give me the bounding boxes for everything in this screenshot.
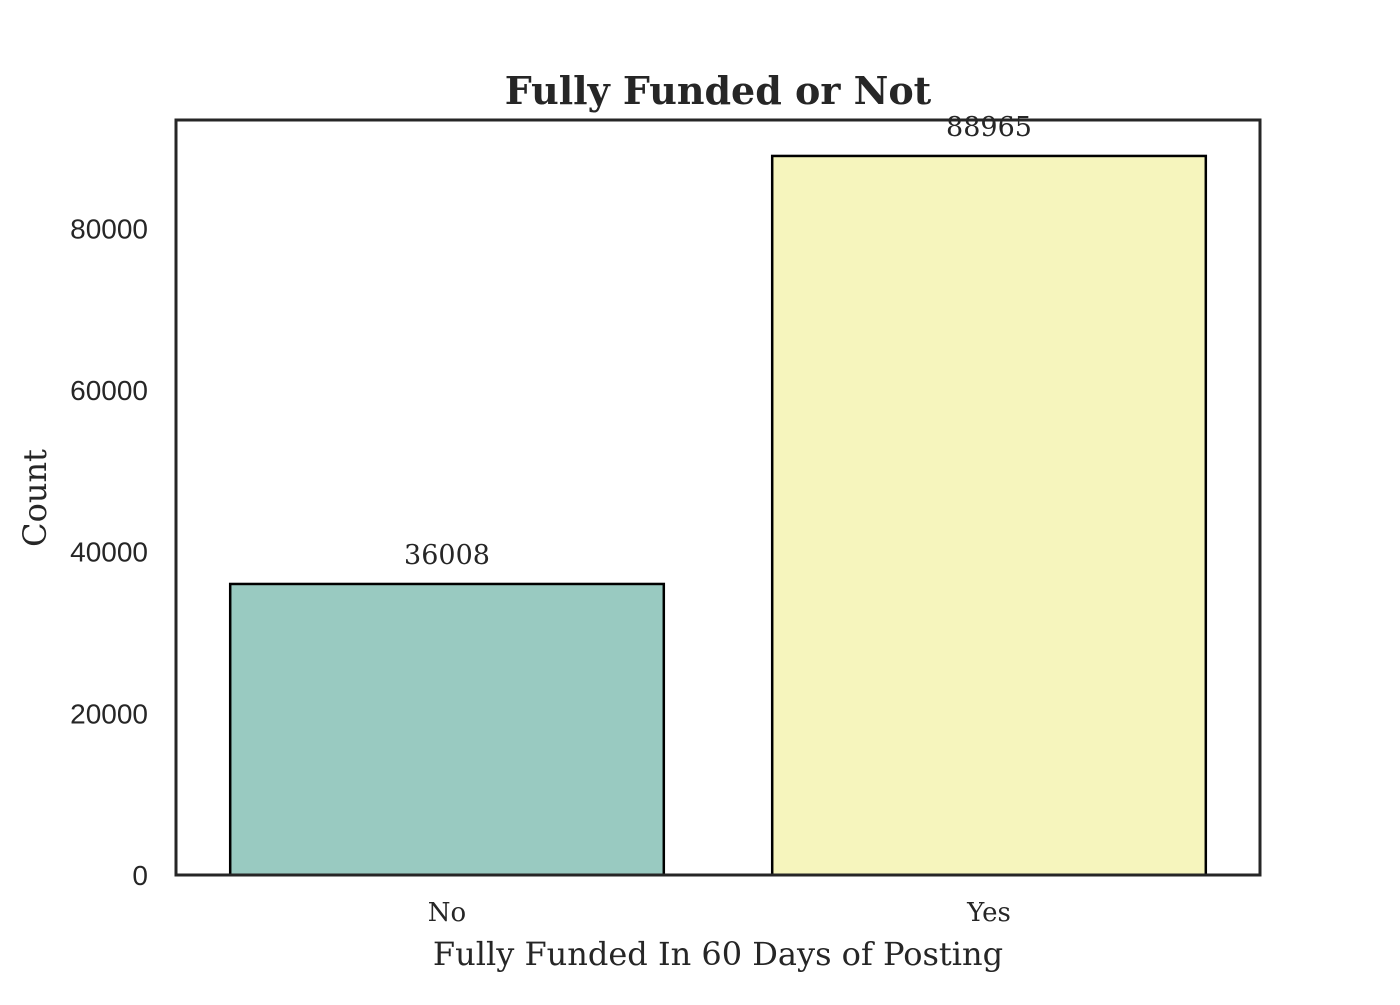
data-label-yes: 88965 xyxy=(946,112,1032,143)
bar-yes xyxy=(770,154,1208,877)
data-labels-layer: 36008 88965 xyxy=(404,112,1032,571)
y-tick-label-60000: 60000 xyxy=(70,375,148,406)
x-tick-label-yes: Yes xyxy=(966,898,1011,928)
y-axis-label: Count xyxy=(16,449,54,547)
y-tick-label-0: 0 xyxy=(132,860,148,891)
bars-layer xyxy=(228,154,1208,877)
bar-no xyxy=(228,582,666,877)
x-tick-label-no: No xyxy=(428,898,466,928)
y-ticks-layer: 0 20000 40000 60000 80000 xyxy=(70,213,148,891)
y-tick-label-80000: 80000 xyxy=(70,213,148,244)
x-axis-label: Fully Funded In 60 Days of Posting xyxy=(433,935,1003,973)
y-tick-label-20000: 20000 xyxy=(70,698,148,729)
plot-frame xyxy=(174,118,1262,877)
x-ticks-layer: No Yes xyxy=(428,898,1011,928)
chart-title: Fully Funded or Not xyxy=(505,68,932,113)
y-tick-label-40000: 40000 xyxy=(70,537,148,568)
data-label-no: 36008 xyxy=(404,540,490,571)
